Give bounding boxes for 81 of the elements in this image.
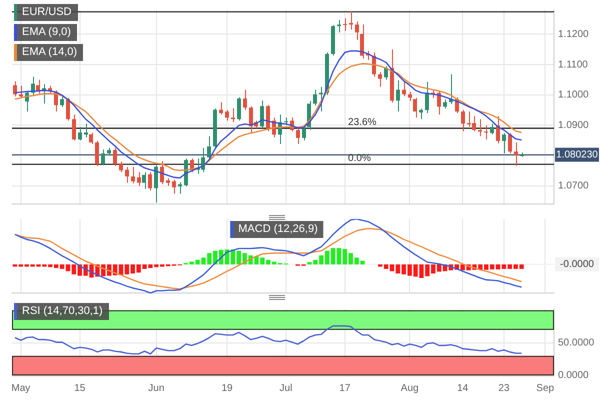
candlestick (461, 110, 465, 132)
candlestick (225, 110, 229, 122)
candlestick (478, 118, 482, 137)
annotation: 23.6% (348, 116, 377, 128)
legend-label: EMA (14,0) (14, 44, 84, 61)
candlestick (496, 116, 500, 144)
y-tick-label: 50.0000 (558, 338, 595, 349)
y-tick-label: 0.0000 (558, 370, 590, 382)
candlestick (302, 126, 306, 141)
candlestick (413, 97, 417, 118)
candlestick (172, 179, 176, 194)
candlestick (13, 80, 17, 97)
x-tick-label: 23 (498, 382, 510, 394)
candlestick (178, 182, 182, 194)
x-tick-label: 19 (221, 382, 234, 394)
y-tick-label: 1.1100 (558, 59, 588, 70)
x-tick-label: Jul (280, 382, 292, 394)
candlestick (443, 98, 447, 110)
candlestick (260, 100, 264, 129)
candlestick (219, 102, 223, 116)
x-tick-label: May (11, 382, 30, 394)
ref-line-label: 1.080230 (556, 150, 598, 161)
candlestick (490, 123, 494, 135)
candlestick (360, 24, 364, 59)
candlestick (60, 96, 64, 108)
y-tick-label: 1.0900 (558, 120, 590, 131)
annotation: 0.0% (348, 153, 371, 164)
candlestick (154, 164, 158, 203)
y-tick-label: 1.0700 (558, 180, 590, 192)
candlestick (349, 11, 353, 30)
candlestick (148, 172, 152, 191)
legend-label: MACD (12,26,9) (230, 221, 324, 238)
candlestick (125, 166, 129, 184)
candlestick (237, 96, 241, 122)
x-tick-label: Jun (148, 382, 164, 394)
candlestick (343, 18, 347, 32)
x-tick-label: 15 (74, 382, 86, 394)
candlestick (89, 132, 93, 144)
candlestick (266, 104, 270, 132)
candlestick (243, 89, 247, 111)
candlestick (78, 126, 82, 141)
candlestick (502, 132, 506, 154)
candlestick (19, 85, 23, 98)
candlestick (137, 172, 141, 186)
candlestick (514, 142, 518, 166)
candlestick (131, 166, 135, 184)
legend-label: EMA (9,0) (14, 24, 77, 41)
y-tick-label: 1.1000 (558, 90, 590, 101)
y-tick-label: 1.1200 (558, 29, 590, 40)
candlestick (396, 80, 400, 112)
x-tick-label: Aug (400, 382, 419, 394)
candlestick (66, 97, 70, 122)
candlestick (231, 108, 235, 123)
candlestick (419, 108, 423, 120)
candlestick (378, 72, 382, 88)
x-tick-label: Sep (536, 382, 554, 394)
candlestick (84, 123, 88, 138)
candlestick (160, 160, 164, 185)
candlestick (402, 81, 406, 97)
candlestick (119, 161, 123, 173)
candlestick (508, 132, 512, 154)
candlestick (207, 136, 211, 160)
candlestick (425, 81, 429, 114)
candlestick (355, 21, 359, 41)
legend-label: RSI (14,70,30,1) (14, 303, 109, 320)
candlestick (313, 89, 317, 106)
candlestick (296, 128, 300, 144)
ref-line-label: -0.0000 (560, 259, 594, 270)
x-tick-label: 14 (457, 382, 469, 394)
candlestick (408, 91, 412, 102)
candlestick (95, 140, 99, 167)
candlestick (101, 148, 105, 166)
candlestick (337, 20, 341, 33)
x-tick-label: 17 (339, 382, 351, 394)
legend-label: EUR/USD (14, 4, 78, 21)
candlestick (484, 124, 488, 140)
candlestick (72, 114, 76, 141)
candlestick (384, 66, 388, 80)
candlestick (319, 86, 323, 112)
candlestick (142, 172, 146, 190)
candlestick (113, 147, 117, 167)
